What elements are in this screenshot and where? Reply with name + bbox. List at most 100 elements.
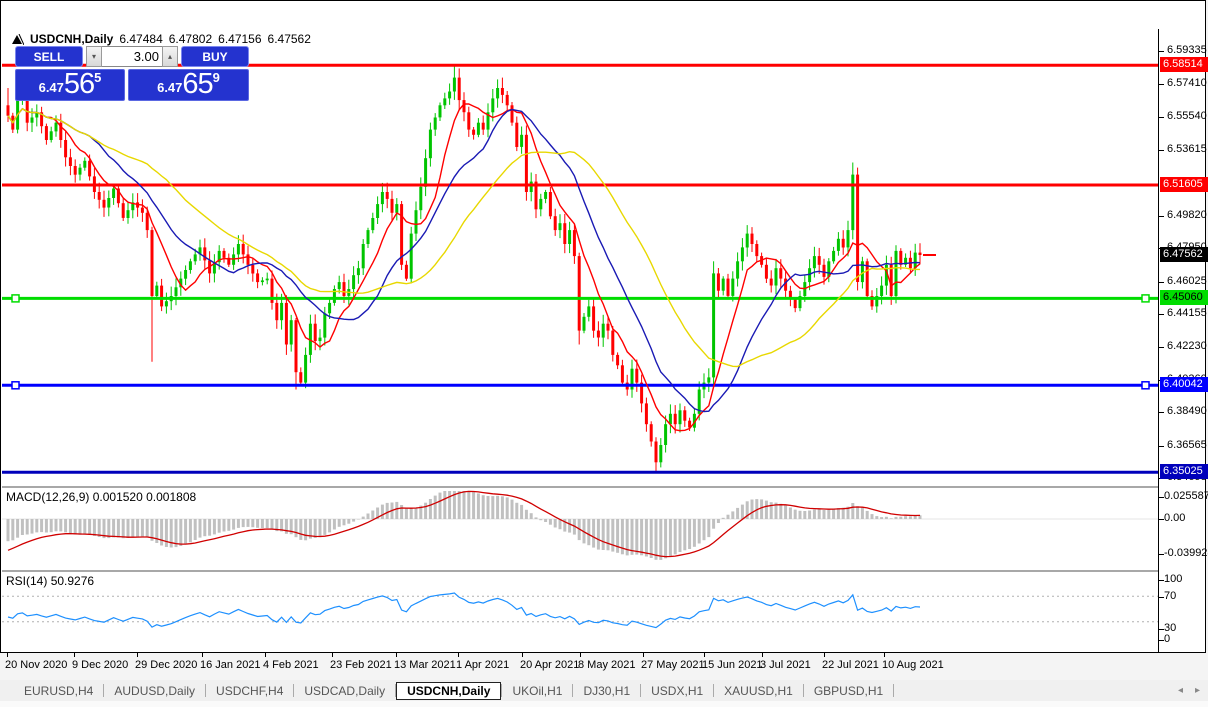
macd-pane-divider[interactable] — [2, 486, 1158, 488]
rsi-axis-label: 70 — [1164, 590, 1177, 602]
rsi-axis-tick — [1159, 629, 1164, 630]
macd-axis-tick — [1159, 519, 1164, 520]
price-tick-mark — [1159, 282, 1164, 283]
date-tick-mark — [74, 652, 75, 657]
date-tick-mark — [884, 652, 885, 657]
macd-indicator-pane[interactable] — [2, 489, 1158, 570]
chart-tab-xauusd[interactable]: XAUUSD,H1 — [724, 683, 793, 698]
price-tick-label: 6.59335 — [1167, 44, 1207, 56]
tab-separator — [103, 684, 105, 697]
tab-separator — [802, 684, 804, 697]
price-tick-mark — [1159, 150, 1164, 151]
date-label: 16 Jan 2021 — [200, 659, 261, 671]
tab-separator — [205, 684, 207, 697]
date-tick-mark — [458, 652, 459, 657]
level-price-badge: 6.51605 — [1160, 177, 1208, 192]
rsi-axis-label: 30 — [1164, 622, 1177, 634]
price-tick-mark — [1159, 51, 1164, 52]
sell-button[interactable]: SELL — [15, 46, 83, 67]
rsi-axis-tick — [1159, 580, 1164, 581]
chart-title: USDCNH,Daily 6.47484 6.47802 6.47156 6.4… — [12, 32, 311, 46]
price-tick-label: 6.55540 — [1167, 110, 1207, 122]
ohlc-high: 6.47802 — [168, 32, 213, 46]
sell-price-pip: 5 — [94, 70, 102, 85]
rsi-pane-divider[interactable] — [2, 570, 1158, 572]
chart-tab-dj30[interactable]: DJ30,H1 — [583, 683, 631, 698]
date-label: 4 Feb 2021 — [263, 659, 319, 671]
chart-tab-usdchf[interactable]: USDCHF,H4 — [216, 683, 284, 698]
date-label: 1 Apr 2021 — [456, 659, 510, 671]
tab-separator — [572, 684, 574, 697]
price-tick-label: 6.44155 — [1167, 307, 1207, 319]
volume-input[interactable] — [102, 47, 162, 66]
chart-marker-icon — [12, 33, 24, 45]
volume-increase-button[interactable]: ▴ — [162, 46, 178, 67]
price-tick-label: 6.46025 — [1167, 275, 1207, 287]
date-tick-mark — [202, 652, 203, 657]
volume-decrease-button[interactable]: ▾ — [86, 46, 102, 67]
level-price-badge: 6.45060 — [1160, 290, 1208, 305]
price-tick-mark — [1159, 446, 1164, 447]
chart-tab-usdcnh[interactable]: USDCNH,Daily — [396, 681, 502, 700]
tab-separator — [713, 684, 715, 697]
chart-tab-ukoil[interactable]: UKOil,H1 — [512, 683, 563, 698]
date-tick-mark — [522, 652, 523, 657]
buy-price-prefix: 6.47 — [157, 80, 183, 95]
price-tick-label: 6.42230 — [1167, 340, 1207, 352]
date-axis-border — [2, 652, 1204, 653]
chart-tab-usdx[interactable]: USDX,H1 — [651, 683, 704, 698]
tab-scroll-right-icon[interactable]: ▸ — [1194, 685, 1200, 696]
rsi-indicator-pane[interactable] — [2, 572, 1158, 652]
date-label: 9 Dec 2020 — [72, 659, 129, 671]
date-label: 29 Dec 2020 — [135, 659, 198, 671]
tab-separator — [893, 684, 895, 697]
status-strip — [0, 701, 1208, 707]
price-tick-label: 6.38490 — [1167, 405, 1207, 417]
date-label: 20 Apr 2021 — [520, 659, 580, 671]
date-tick-mark — [643, 652, 644, 657]
current-price-badge: 6.47562 — [1160, 247, 1208, 262]
spin-up-icon: ▴ — [167, 52, 172, 61]
sell-price-big: 56 — [63, 68, 95, 100]
macd-main-value: 0.001520 — [92, 490, 143, 504]
date-label: 13 Mar 2021 — [394, 659, 456, 671]
chart-symbol-label: USDCNH,Daily — [30, 32, 114, 46]
rsi-value: 50.9276 — [50, 574, 95, 588]
rsi-axis-tick — [1159, 640, 1164, 641]
price-tick-mark — [1159, 412, 1164, 413]
price-axis-border — [1158, 29, 1159, 652]
buy-button[interactable]: BUY — [181, 46, 249, 67]
ohlc-low: 6.47156 — [218, 32, 262, 46]
date-tick-mark — [824, 652, 825, 657]
tab-scroll-left-icon[interactable]: ◂ — [1177, 685, 1183, 696]
sell-price-prefix: 6.47 — [38, 80, 64, 95]
price-tick-mark — [1159, 347, 1164, 348]
macd-axis-tick — [1159, 554, 1164, 555]
chart-tab-bar: EURUSD,H4 AUDUSD,Daily USDCHF,H4 USDCAD,Dai… — [0, 680, 1208, 701]
chart-tab-gbpusd[interactable]: GBPUSD,H1 — [813, 683, 884, 698]
chart-tab-eurusd[interactable]: EURUSD,H4 — [24, 683, 94, 698]
spin-down-icon: ▾ — [91, 52, 96, 61]
price-tick-mark — [1159, 314, 1164, 315]
price-tick-mark — [1159, 216, 1164, 217]
date-label: 15 Jun 2021 — [702, 659, 763, 671]
price-tick-mark — [1159, 117, 1164, 118]
macd-signal-value: 0.001808 — [146, 490, 197, 504]
sell-price-panel[interactable]: 6.47 56 5 — [15, 69, 125, 101]
date-tick-mark — [7, 652, 8, 657]
chart-tab-usdcad[interactable]: USDCAD,Daily — [304, 683, 386, 698]
level-price-badge: 6.40042 — [1160, 377, 1208, 392]
buy-price-big: 65 — [182, 68, 213, 100]
ohlc-open: 6.47484 — [119, 32, 163, 46]
date-label: 27 May 2021 — [641, 659, 705, 671]
macd-axis-label: 0.025587 — [1164, 490, 1208, 502]
chart-tab-audusd[interactable]: AUDUSD,Daily — [114, 683, 196, 698]
buy-price-pip: 9 — [212, 70, 220, 85]
buy-price-panel[interactable]: 6.47 65 9 — [128, 69, 249, 101]
macd-axis-label: 0.00 — [1164, 512, 1186, 524]
price-tick-label: 6.49820 — [1167, 209, 1207, 221]
price-tick-label: 6.53615 — [1167, 143, 1207, 155]
one-click-trading-panel: SELL ▾ ▴ BUY 6.47 56 5 6.47 65 9 — [15, 46, 249, 101]
date-tick-mark — [704, 652, 705, 657]
